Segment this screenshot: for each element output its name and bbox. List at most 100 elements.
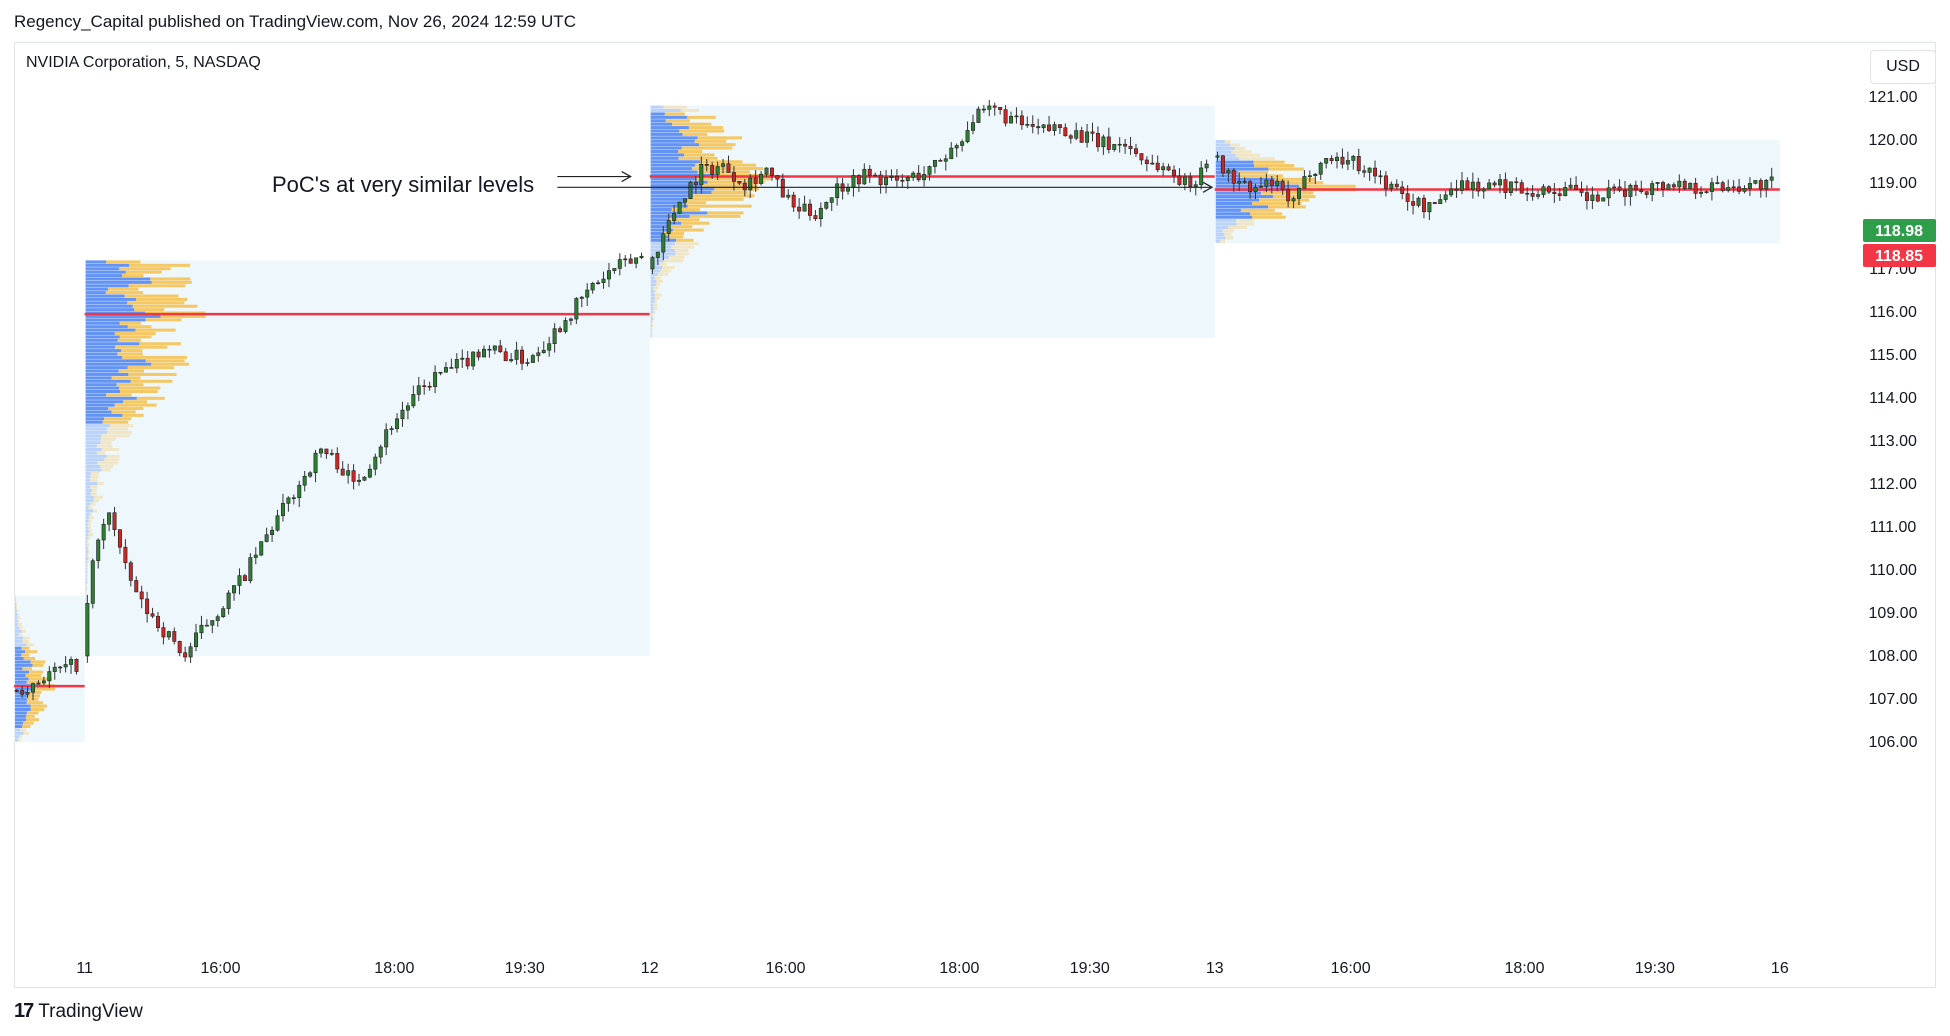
candle-up: [384, 429, 389, 448]
profile-bar-buy: [85, 451, 97, 455]
candle-down: [856, 175, 861, 185]
profile-bar-sell: [1225, 236, 1234, 240]
profile-bar-sell: [679, 129, 725, 133]
profile-bar-buy: [1215, 201, 1253, 205]
profile-bar-sell: [87, 557, 90, 561]
profile-bar-sell: [30, 660, 46, 664]
profile-bar-buy: [650, 286, 654, 290]
chart-frame[interactable]: [14, 42, 1936, 988]
profile-bar-sell: [96, 444, 113, 448]
candle-down: [1095, 133, 1100, 148]
profile-bar-buy: [650, 245, 671, 249]
profile-bar-buy: [650, 112, 665, 116]
candle-down: [150, 613, 155, 617]
candle-down: [1617, 186, 1622, 191]
candle-up: [1014, 115, 1019, 118]
candle-up: [1601, 197, 1606, 202]
profile-bar-buy: [85, 529, 89, 533]
candle-up: [1215, 155, 1220, 158]
profile-bar-sell: [28, 677, 53, 681]
profile-bar-buy: [85, 601, 87, 605]
profile-bar-sell: [20, 728, 27, 732]
volume-profiles: [15, 105, 1356, 742]
profile-bar-buy: [85, 304, 133, 308]
profile-bar-sell: [119, 386, 161, 390]
profile-bar-buy: [85, 550, 88, 554]
candle-up: [585, 289, 590, 298]
candle-up: [829, 197, 834, 203]
candle-up: [509, 359, 514, 362]
currency-button[interactable]: USD: [1870, 50, 1936, 84]
profile-bar-sell: [660, 269, 671, 273]
profile-bar-buy: [15, 653, 22, 657]
profile-bar-sell: [25, 674, 42, 677]
candle-down: [1421, 197, 1426, 213]
profile-bar-sell: [88, 526, 91, 530]
candle-down: [1106, 136, 1111, 150]
candle-up: [460, 357, 465, 360]
profile-bar-buy: [15, 660, 31, 664]
profile-bar-buy: [650, 214, 690, 218]
profile-bar-buy: [85, 366, 128, 370]
profile-bar-sell: [15, 599, 17, 603]
profile-bar-sell: [100, 437, 116, 441]
profile-bar-sell: [21, 653, 30, 657]
profile-bar-sell: [672, 228, 704, 232]
annotation-arrow-head: [621, 171, 632, 183]
profile-bar-buy: [650, 177, 697, 181]
x-tick-label: 16: [1771, 960, 1789, 977]
profile-bar-buy: [85, 570, 87, 574]
candle-up: [1345, 160, 1350, 165]
candle-up: [416, 385, 421, 395]
candle-up: [58, 666, 63, 669]
price-tag-box: [1863, 219, 1936, 242]
profile-bar-buy: [85, 407, 109, 411]
candle-up: [851, 175, 856, 188]
candle-up: [275, 515, 280, 531]
candle-down: [1595, 194, 1600, 202]
profile-bar-sell: [1268, 167, 1304, 171]
candle-up: [411, 394, 416, 407]
candle-down: [1329, 158, 1334, 162]
profile-bar-buy: [15, 612, 18, 616]
candle-down: [1248, 181, 1253, 192]
profile-bar-buy: [85, 495, 94, 499]
profile-bar-sell: [132, 304, 198, 308]
candle-up: [308, 472, 313, 477]
candle-down: [1362, 170, 1367, 173]
profile-bar-sell: [678, 156, 718, 160]
candle-up: [639, 255, 644, 259]
candle-down: [242, 575, 247, 582]
profile-bar-buy: [1215, 160, 1254, 164]
candle-down: [1172, 169, 1177, 177]
profile-bar-buy: [650, 143, 700, 147]
profile-bar-sell: [88, 533, 93, 537]
profile-bar-sell: [111, 376, 141, 380]
candle-up: [976, 108, 981, 123]
symbol-title: NVIDIA Corporation, 5, NASDAQ: [26, 54, 261, 71]
candle-down: [1579, 188, 1584, 193]
candle-up: [835, 183, 840, 198]
candle-up: [1612, 186, 1617, 189]
candle-down: [172, 631, 177, 642]
profile-bar-sell: [653, 303, 658, 307]
profile-bar-buy: [85, 458, 105, 462]
profile-bar-buy: [85, 427, 107, 431]
candle-down: [155, 615, 160, 628]
profile-bar-buy: [650, 153, 685, 157]
session-background: [84, 260, 650, 656]
profile-bar-buy: [15, 616, 18, 620]
profile-bar-sell: [651, 320, 653, 324]
profile-bar-sell: [136, 297, 188, 301]
profile-bar-buy: [650, 231, 663, 235]
candle-up: [1291, 198, 1296, 202]
candle-up: [1204, 163, 1209, 169]
candle-up: [481, 348, 486, 358]
profile-bar-sell: [106, 393, 132, 397]
candle-down: [1758, 180, 1763, 190]
profile-bar-buy: [85, 393, 107, 397]
candle-up: [802, 203, 807, 212]
profile-bar-sell: [1235, 219, 1254, 223]
candle-up: [590, 283, 595, 291]
